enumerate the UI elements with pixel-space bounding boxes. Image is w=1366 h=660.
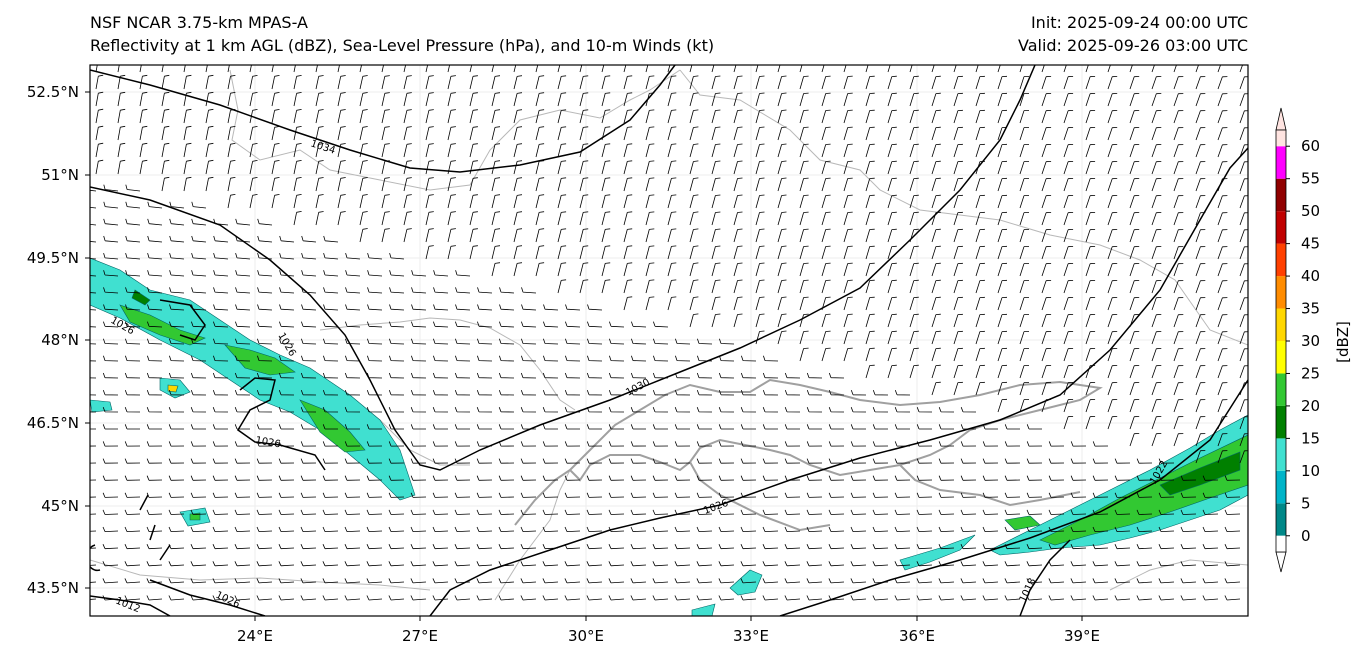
isobar-low-circle	[90, 544, 101, 572]
init-time: Init: 2025-09-24 00:00 UTC	[1030, 13, 1248, 32]
colorbar-swatch	[1276, 341, 1286, 374]
colorbar-swatch	[1276, 373, 1286, 406]
axis-ticks	[85, 91, 1083, 621]
lon-label: 24°E	[237, 627, 273, 645]
gridlines	[90, 65, 1248, 616]
colorbar-swatch	[1276, 405, 1286, 439]
colorbar-tick-label: 60	[1301, 137, 1320, 155]
lat-label: 49.5°N	[27, 249, 79, 267]
isobars	[90, 65, 1248, 616]
lat-label: 48°N	[41, 331, 79, 349]
colorbar-tick-label: 0	[1301, 527, 1311, 545]
colorbar-swatch	[1276, 276, 1286, 309]
colorbar-swatch	[1276, 470, 1286, 504]
lon-label: 30°E	[568, 627, 604, 645]
lon-label: 27°E	[402, 627, 438, 645]
colorbar-tick-label: 45	[1301, 235, 1320, 253]
latitude-labels: 52.5°N 51°N 49.5°N 48°N 46.5°N 45°N 43.5…	[27, 83, 79, 597]
colorbar-swatch	[1276, 503, 1286, 536]
colorbar-tick-label: 25	[1301, 364, 1320, 382]
fields-subtitle: Reflectivity at 1 km AGL (dBZ), Sea-Leve…	[90, 36, 715, 55]
isobar-1034	[90, 65, 676, 173]
colorbar-tick-label: 55	[1301, 170, 1320, 188]
isobar-1022-east	[779, 379, 1248, 616]
model-title: NSF NCAR 3.75-km MPAS-A	[90, 13, 308, 32]
colorbar-tick-label: 10	[1301, 462, 1320, 480]
colorbar-tick-label: 20	[1301, 397, 1320, 415]
isobar-1026-west-a	[159, 299, 206, 341]
colorbar-swatch	[1276, 308, 1286, 341]
longitude-labels: 24°E 27°E 30°E 33°E 36°E 39°E	[237, 627, 1100, 645]
colorbar-swatch	[1276, 178, 1286, 212]
colorbar-tick-label: 30	[1301, 332, 1320, 350]
isobar-1012	[90, 595, 171, 616]
isobar-dash	[139, 494, 171, 561]
colorbar-tick-label: 15	[1301, 429, 1320, 447]
lon-label: 36°E	[899, 627, 935, 645]
lon-label: 39°E	[1064, 627, 1100, 645]
colorbar-swatch	[1276, 211, 1286, 244]
colorbar-swatch	[1276, 535, 1286, 552]
colorbar-tick-label: 35	[1301, 300, 1320, 318]
colorbar-extend-max	[1275, 107, 1287, 131]
colorbar-tick-label: 5	[1301, 494, 1311, 512]
isobar-1026-sw	[149, 579, 266, 616]
isobar-1018	[1019, 539, 1071, 616]
colorbar-tick-label: 50	[1301, 202, 1320, 220]
isobar-label: 1026	[254, 435, 281, 450]
colorbar-unit-label: [dBZ]	[1334, 321, 1352, 363]
colorbar-extend-min	[1275, 551, 1287, 573]
lat-label: 46.5°N	[27, 414, 79, 432]
isobar-1026-west-b	[236, 377, 326, 471]
colorbar-swatch	[1276, 130, 1286, 147]
colorbar-swatch	[1276, 243, 1286, 277]
lat-label: 51°N	[41, 166, 79, 184]
colorbar-swatch	[1276, 438, 1286, 471]
isobar-1030	[90, 65, 1036, 471]
colorbar: 0 5 10 15 20 25 30 35 40 45 50 55 60	[1275, 107, 1320, 573]
colorbar-tick-label: 40	[1301, 267, 1320, 285]
valid-time: Valid: 2025-09-26 03:00 UTC	[1017, 36, 1248, 55]
lat-label: 43.5°N	[27, 579, 79, 597]
isobar-1026-mid	[429, 147, 1248, 616]
lat-label: 45°N	[41, 497, 79, 515]
colorbar-swatch	[1276, 146, 1286, 179]
map-panel: 1034 1030 1026 1026 1026 1026 1026 1022 …	[90, 65, 1248, 616]
lat-label: 52.5°N	[27, 83, 79, 101]
lon-label: 33°E	[733, 627, 769, 645]
